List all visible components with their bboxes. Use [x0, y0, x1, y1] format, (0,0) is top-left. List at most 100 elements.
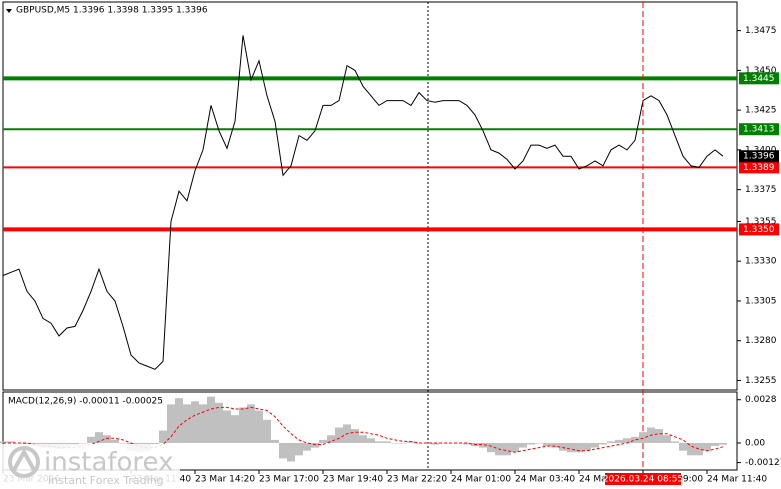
x-tick-label: 24 Mar 11:40: [707, 475, 767, 485]
histogram-bar: [567, 442, 575, 453]
histogram-bar: [559, 442, 567, 451]
y-tick-label: 1.3450: [745, 66, 777, 76]
x-tick-label: 24 Mar 03:40: [515, 475, 575, 485]
histogram-bar: [439, 442, 447, 444]
histogram-bar: [263, 419, 271, 443]
histogram-bar: [351, 429, 359, 443]
histogram-bar: [519, 442, 527, 448]
x-tick-label: 23 Mar 17:00: [259, 475, 319, 485]
histogram-bar: [583, 442, 591, 451]
histogram-bar: [87, 436, 95, 443]
level-label: 1.3413: [743, 125, 775, 135]
level-label: 1.3350: [743, 225, 775, 235]
histogram-bar: [199, 404, 207, 443]
histogram-bar: [303, 442, 311, 451]
price-line: [2, 35, 724, 370]
histogram-bar: [175, 398, 183, 443]
x-tick-label: 23 Mar 19:40: [323, 475, 383, 485]
x-tick-label: 23 Mar 14:20: [195, 475, 255, 485]
y-tick-label: 1.3280: [745, 336, 777, 346]
chart-title: GBPUSD,M5 1.3396 1.3398 1.3395 1.3396: [16, 6, 208, 16]
histogram-bar: [191, 401, 199, 443]
histogram-bar: [639, 432, 647, 443]
histogram-bar: [431, 442, 439, 445]
histogram-bar: [615, 439, 623, 443]
histogram-bar: [607, 441, 615, 443]
histogram-bar: [319, 439, 327, 443]
histogram-bar: [655, 429, 663, 443]
histogram-bar: [231, 415, 239, 443]
histogram-bar: [415, 442, 423, 444]
menu-icon: [6, 9, 12, 13]
histogram-bar: [535, 442, 543, 444]
histogram-bar: [479, 442, 487, 448]
histogram-bar: [239, 407, 247, 443]
histogram-bar: [663, 435, 671, 443]
watermark: instaforex Instant Forex Trading: [0, 444, 180, 489]
macd-title: MACD(12,26,9) -0.00011 -0.00025: [8, 397, 163, 407]
y-tick-label: 1.3330: [745, 257, 777, 267]
price-frame: [2, 1, 738, 391]
x-tick-label: 23 Mar 22:20: [387, 475, 447, 485]
histogram-bar: [311, 442, 319, 448]
histogram-bar: [167, 404, 175, 443]
histogram-bar: [575, 442, 583, 453]
histogram-bar: [255, 410, 263, 443]
level-label-box: [739, 72, 779, 85]
histogram-bar: [111, 439, 119, 443]
histogram-bar: [359, 435, 367, 443]
macd-frame: [2, 391, 738, 471]
histogram-bar: [711, 442, 719, 447]
histogram-bar: [703, 442, 711, 451]
y-tick-label: 0.0028: [745, 395, 777, 405]
histogram-bar: [543, 442, 551, 447]
level-label-box: [739, 123, 779, 136]
y-tick-label: 1.3475: [745, 26, 777, 36]
histogram-bar: [271, 439, 279, 443]
y-tick-label: 1.3305: [745, 296, 777, 306]
y-tick-label: 1.3425: [745, 106, 777, 116]
logo-mark: [12, 447, 36, 471]
histogram-bar: [679, 442, 687, 451]
histogram-bar: [103, 435, 111, 443]
time-marker-label: 2026.03.24 08:55: [603, 475, 683, 485]
histogram-bar: [95, 432, 103, 443]
histogram-bar: [599, 442, 607, 445]
histogram-bar: [79, 442, 87, 444]
price-label: 1.3396: [743, 152, 775, 162]
histogram-bar: [279, 442, 287, 459]
histogram-bar: [367, 438, 375, 443]
histogram-bar: [7, 441, 15, 443]
level-label: 1.3445: [743, 74, 775, 84]
histogram-bar: [407, 441, 415, 443]
histogram-bar: [631, 436, 639, 443]
histogram-bar: [223, 410, 231, 443]
histogram-bar: [23, 442, 31, 445]
histogram-bar: [207, 396, 215, 443]
histogram-bar: [687, 442, 695, 456]
histogram-bar: [487, 442, 495, 453]
histogram-bar: [671, 441, 679, 443]
y-tick-label: 0.00: [745, 438, 765, 448]
histogram-bar: [0, 441, 7, 443]
histogram-bar: [591, 442, 599, 448]
histogram-bar: [327, 435, 335, 443]
histogram-bar: [695, 442, 703, 456]
y-tick-label: 1.3375: [745, 185, 777, 195]
histogram-bar: [159, 430, 167, 443]
watermark-brand: instaforex: [44, 448, 173, 478]
y-tick-label: 1.3355: [745, 217, 777, 227]
y-tick-label: -0.00127: [745, 458, 781, 468]
time-marker-box: [605, 473, 681, 485]
y-tick-label: 1.3255: [745, 376, 777, 386]
histogram-bar: [511, 442, 519, 453]
histogram-bar: [463, 442, 471, 445]
histogram-bar: [551, 442, 559, 448]
histogram-bar: [151, 442, 159, 445]
histogram-bar: [247, 404, 255, 443]
level-label-box: [739, 223, 779, 236]
histogram-bar: [287, 442, 295, 462]
level-label-box: [739, 161, 779, 174]
